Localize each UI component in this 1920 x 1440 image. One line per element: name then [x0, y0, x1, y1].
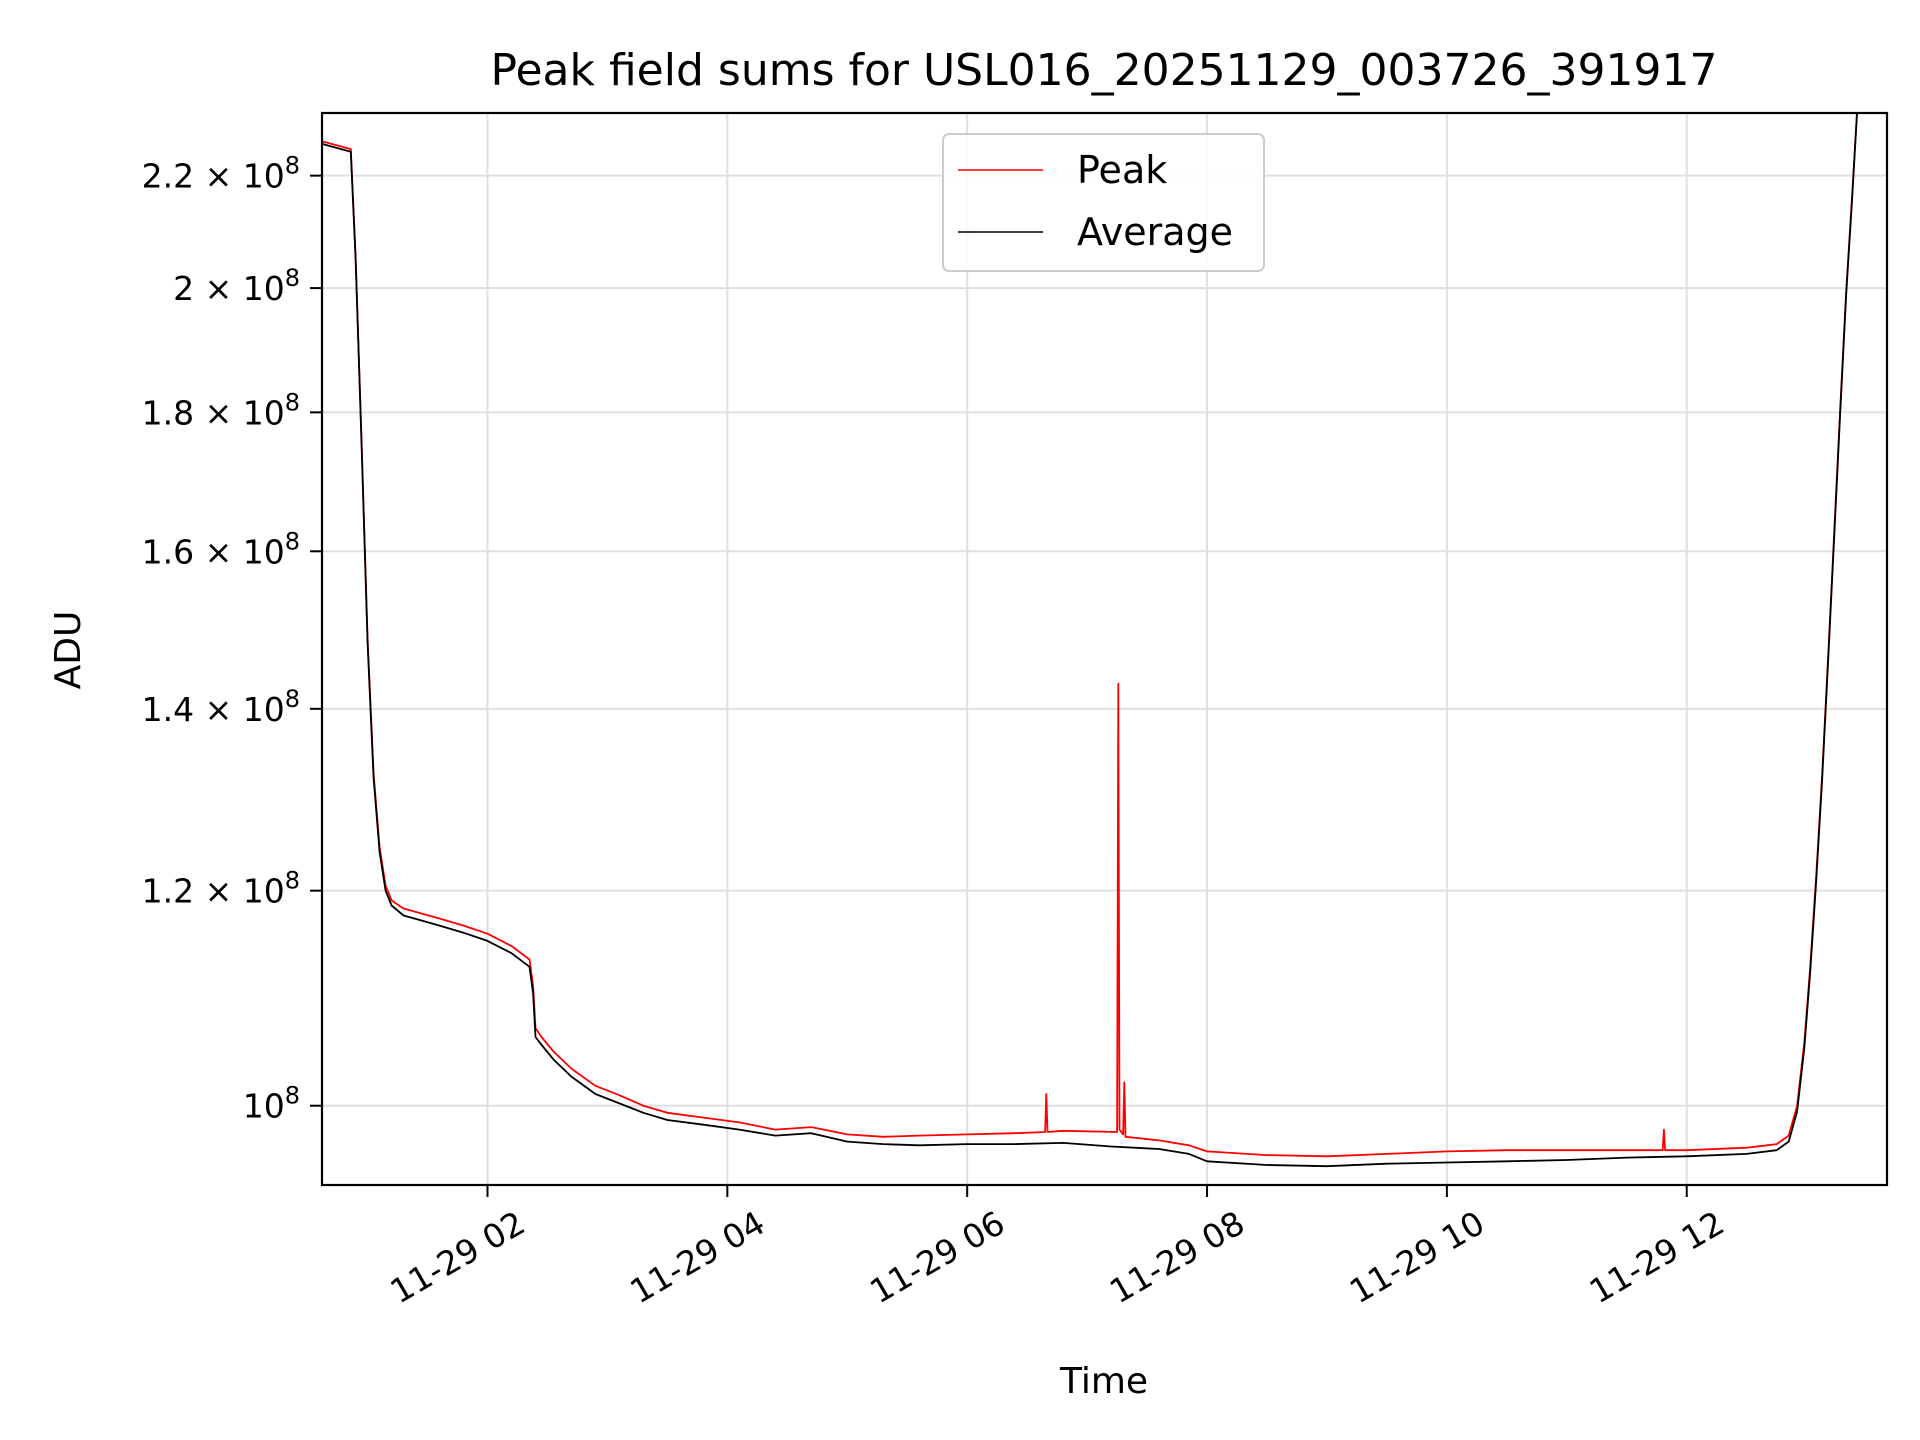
series-layer: [321, 112, 1887, 1168]
plot-frame: [320, 111, 1889, 1187]
y-axis-title: ADU: [48, 611, 89, 690]
x-axis-title: Time: [1059, 1361, 1148, 1402]
series-line-peak: [321, 112, 1887, 1158]
legend-label-average: Average: [1077, 210, 1233, 254]
grid-layer: [322, 113, 1887, 1185]
legend: Peak Average: [942, 133, 1265, 272]
legend-label-peak: Peak: [1077, 148, 1167, 192]
y-tick-label: 2 × 108: [173, 264, 300, 308]
y-tick-label: 108: [243, 1082, 300, 1126]
series-line-average: [321, 112, 1887, 1168]
y-tick-label: 1.2 × 108: [142, 867, 300, 911]
y-tick-label: 1.6 × 108: [142, 527, 300, 571]
y-tick-label: 2.2 × 108: [142, 152, 300, 196]
y-tick-label: 1.8 × 108: [142, 388, 300, 432]
chart-title: Peak field sums for USL016_20251129_0037…: [491, 45, 1718, 96]
y-tick-label: 1.4 × 108: [142, 685, 300, 729]
legend-box: [942, 133, 1265, 272]
